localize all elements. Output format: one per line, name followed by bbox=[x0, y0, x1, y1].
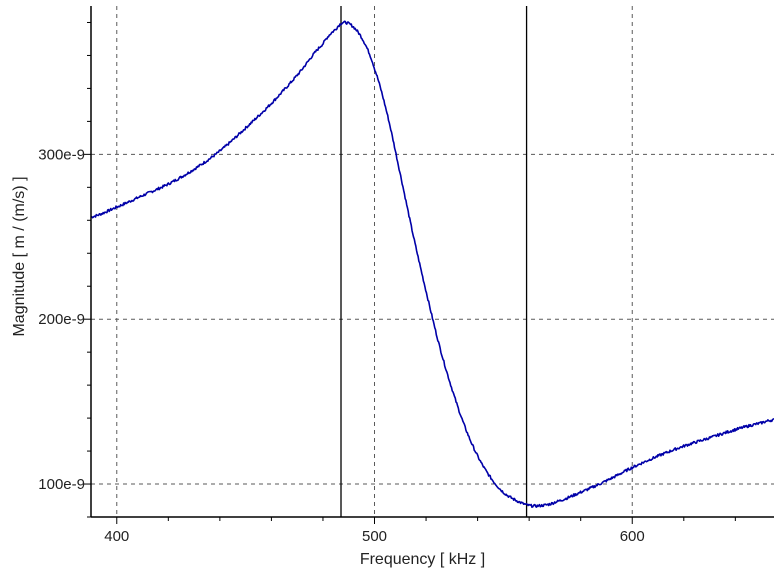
plot-area-background bbox=[91, 6, 774, 517]
grid-lines bbox=[91, 6, 774, 517]
y-tick-label: 300e-9 bbox=[38, 146, 85, 163]
x-tick-label: 400 bbox=[104, 528, 129, 545]
series-line bbox=[90, 20, 774, 508]
tick-marks bbox=[84, 21, 736, 524]
y-axis-title: Magnitude [ m / (m/s) ] bbox=[11, 176, 28, 336]
x-axis-title: Frequency [ kHz ] bbox=[360, 551, 485, 568]
y-tick-label: 100e-9 bbox=[38, 476, 85, 493]
plot-frame bbox=[90, 6, 774, 518]
x-tick-label: 600 bbox=[620, 528, 645, 545]
series-group bbox=[90, 20, 774, 508]
cursor-lines bbox=[340, 6, 528, 517]
x-tick-label: 500 bbox=[362, 528, 387, 545]
y-tick-label: 200e-9 bbox=[38, 311, 85, 328]
tick-labels: 400 500 600 100e-9 200e-9 300e-9 bbox=[38, 146, 644, 545]
